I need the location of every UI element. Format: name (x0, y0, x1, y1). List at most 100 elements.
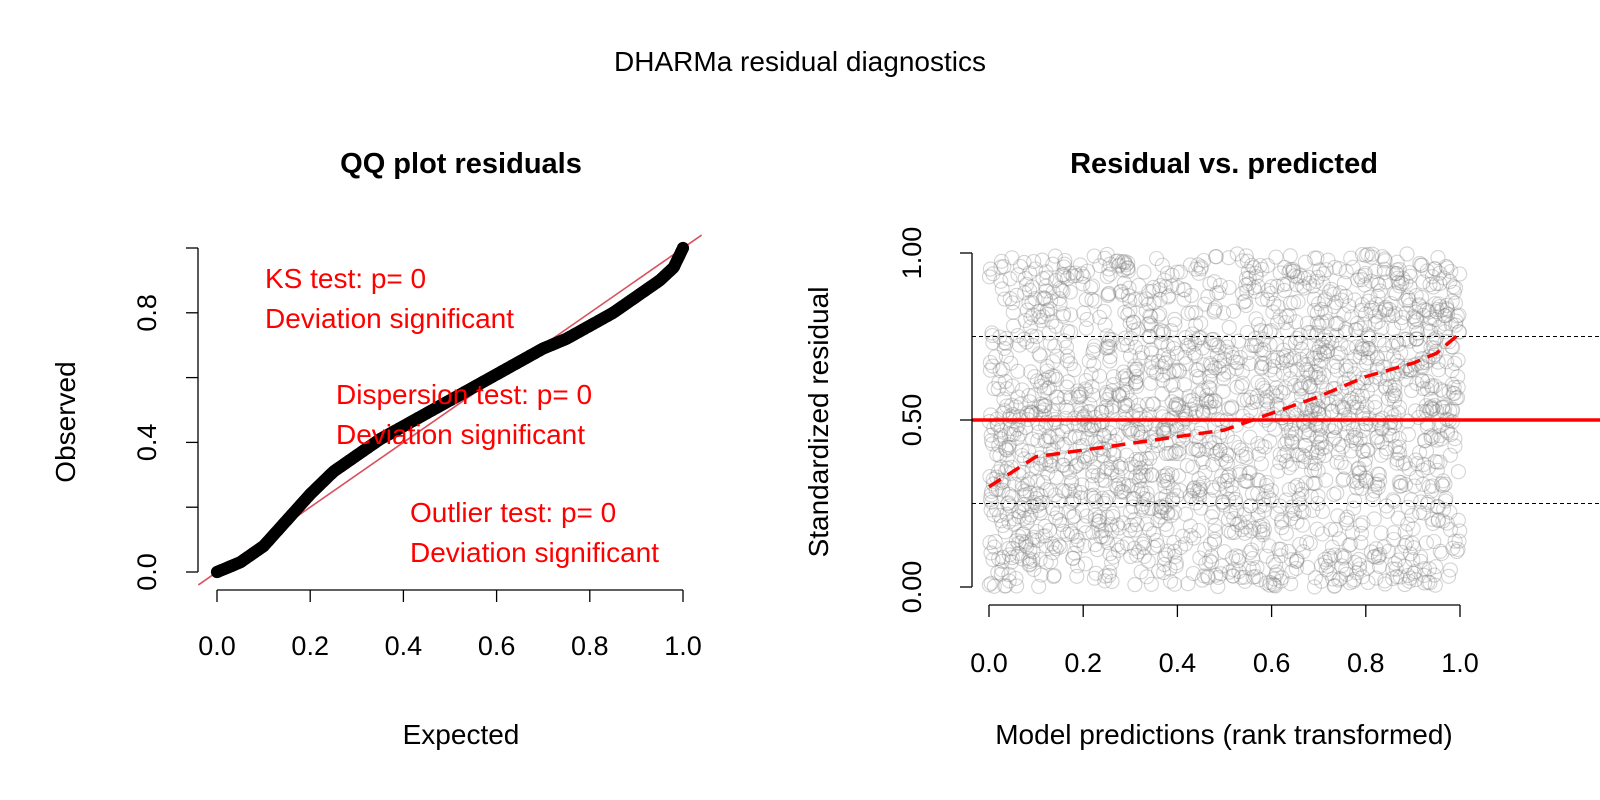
rvp-point (1224, 399, 1240, 415)
rvp-point (1388, 561, 1404, 577)
rvp-point (1025, 307, 1041, 323)
rvp-point (1345, 573, 1362, 589)
rvp-point (1442, 273, 1458, 290)
rvp-point (1347, 349, 1363, 365)
rvp-point (1286, 416, 1302, 432)
rvp-point (1073, 484, 1089, 501)
rvp-point (1143, 360, 1160, 376)
rvp-point (1114, 287, 1130, 303)
rvp-point (1155, 372, 1171, 388)
rvp-point (1011, 528, 1027, 544)
rvp-point (1042, 335, 1058, 351)
rvp-point (1261, 538, 1277, 554)
rvp-point (1122, 423, 1138, 439)
rvp-point (1385, 492, 1401, 508)
rvp-point (1199, 388, 1215, 404)
rvp-point (1415, 476, 1431, 492)
rvp-point (1406, 540, 1422, 556)
rvp-point (1056, 266, 1072, 282)
rvp-point (1430, 499, 1446, 515)
rvp-point (1316, 344, 1332, 360)
rvp-point (1187, 409, 1203, 425)
rvp-point (1411, 409, 1427, 426)
rvp-point (1066, 362, 1082, 378)
rvp-point (1037, 398, 1053, 414)
rvp-point (1056, 268, 1072, 284)
rvp-point (1105, 377, 1122, 393)
rvp-point (1100, 340, 1116, 356)
rvp-point (1361, 410, 1377, 426)
rvp-point (1255, 491, 1271, 507)
rvp-point (1299, 348, 1315, 364)
rvp-point (1366, 511, 1382, 527)
rvp-point (1434, 400, 1451, 416)
rvp-point (1038, 455, 1054, 472)
rvp-point (1359, 399, 1375, 415)
rvp-point (1393, 345, 1409, 361)
rvp-point (1263, 285, 1279, 302)
rvp-point (1046, 568, 1062, 585)
rvp-point (1074, 266, 1090, 282)
rvp-point (1050, 389, 1066, 405)
rvp-point (1146, 295, 1162, 311)
rvp-point (1192, 482, 1208, 498)
rvp-point (1262, 362, 1278, 378)
qq-x-tick-label: 0.4 (385, 631, 423, 661)
rvp-point (1125, 499, 1141, 515)
rvp-point (1426, 567, 1442, 583)
rvp-point (1241, 276, 1257, 292)
rvp-point (1425, 478, 1441, 494)
rvp-point (1394, 276, 1410, 292)
rvp-point (1080, 263, 1096, 279)
rvp-point (1367, 263, 1383, 280)
rvp-point (1221, 400, 1237, 417)
rvp-point (1192, 550, 1208, 566)
rvp-point (1011, 337, 1028, 353)
rvp-point (1032, 495, 1048, 512)
rvp-point (1145, 279, 1162, 295)
rvp-point (1292, 268, 1308, 284)
rvp-point (1115, 515, 1131, 531)
rvp-point (983, 502, 999, 518)
rvp-point (1027, 261, 1044, 277)
rvp-point (1065, 268, 1081, 284)
rvp-point (1246, 280, 1262, 296)
rvp-point (1420, 574, 1436, 590)
rvp-point (1022, 553, 1038, 570)
rvp-point (1093, 417, 1109, 433)
rvp-point (1269, 564, 1285, 580)
rvp-point (1345, 421, 1361, 437)
rvp-point (1360, 341, 1376, 357)
rvp-point (1287, 505, 1303, 522)
rvp-point (1391, 439, 1407, 455)
rvp-point (1340, 409, 1357, 426)
rvp-point (1426, 332, 1442, 348)
rvp-point (1024, 532, 1040, 548)
rvp-point (1268, 249, 1284, 265)
rvp-point (1020, 476, 1036, 492)
rvp-point (1345, 399, 1361, 415)
rvp-point (997, 578, 1013, 594)
rvp-point (1123, 421, 1139, 437)
rvp-point (1111, 257, 1127, 273)
rvp-point (1377, 302, 1394, 318)
rvp-point (1021, 509, 1037, 525)
rvp-point (1281, 460, 1297, 476)
rvp-point (1024, 499, 1040, 515)
rvp-point (1239, 253, 1255, 269)
rvp-point (1126, 540, 1142, 556)
rvp-point (1009, 548, 1025, 564)
qq-test-annotation-line: Deviation significant (336, 419, 585, 450)
rvp-point (1254, 377, 1270, 393)
rvp-point (1446, 386, 1462, 402)
rvp-point (1136, 548, 1152, 564)
rvp-point (1050, 396, 1066, 412)
rvp-point (1328, 521, 1344, 538)
rvp-point (1209, 337, 1225, 353)
rvp-point (1160, 338, 1176, 354)
rvp-point (1003, 465, 1019, 481)
rvp-point (1138, 303, 1154, 319)
rvp-point (1243, 389, 1259, 405)
rvp-point (1298, 362, 1314, 378)
rvp-point (1255, 527, 1271, 543)
